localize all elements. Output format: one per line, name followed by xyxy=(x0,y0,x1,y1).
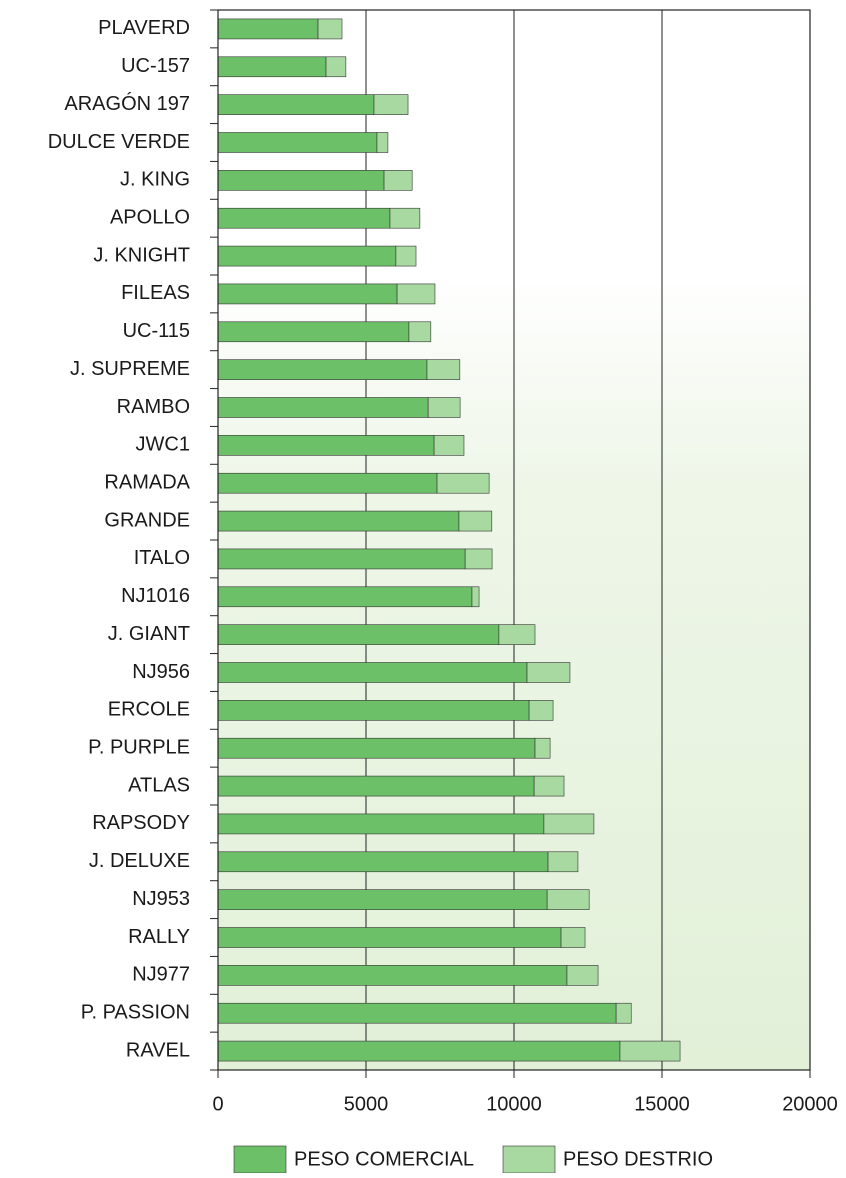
bar-segment xyxy=(616,1003,631,1023)
bar-segment xyxy=(218,738,535,758)
bar-segment xyxy=(218,625,499,645)
y-tick-label: ERCOLE xyxy=(108,699,190,721)
legend-label: PESO COMERCIAL xyxy=(294,1148,474,1170)
bar-segment xyxy=(218,663,527,683)
bar-segment xyxy=(218,246,396,266)
bar-segment xyxy=(437,473,489,493)
bar-segment xyxy=(218,360,427,380)
bar-segment xyxy=(218,170,384,190)
bar-segment xyxy=(548,852,578,872)
bar-segment xyxy=(561,928,585,948)
bar-segment xyxy=(218,284,397,304)
bar-segment xyxy=(472,587,479,607)
y-tick-label: APOLLO xyxy=(110,206,190,228)
y-tick-label: ITALO xyxy=(134,547,190,569)
x-tick-label: 20000 xyxy=(782,1093,838,1115)
y-tick-label: RAVEL xyxy=(126,1039,190,1061)
bar-segment xyxy=(218,322,409,342)
bar-segment xyxy=(384,170,412,190)
y-tick-label: RAMBO xyxy=(117,396,190,418)
bar-segment xyxy=(499,625,535,645)
y-tick-label: J. KNIGHT xyxy=(93,244,190,266)
bar-segment xyxy=(218,133,377,153)
y-tick-label: JWC1 xyxy=(136,434,190,456)
bar-segment xyxy=(459,511,492,531)
bar-segment xyxy=(218,928,561,948)
y-tick-label: P. PURPLE xyxy=(88,736,190,758)
bar-segment xyxy=(567,965,598,985)
bar-segment xyxy=(218,19,318,39)
bar-segment xyxy=(620,1041,680,1061)
bar-segment xyxy=(544,814,594,834)
y-tick-label: NJ956 xyxy=(132,661,190,683)
y-tick-label: UC-157 xyxy=(121,55,190,77)
y-tick-label: NJ953 xyxy=(132,888,190,910)
bar-segment xyxy=(465,549,492,569)
bar-segment xyxy=(409,322,431,342)
bar-segment xyxy=(218,890,547,910)
y-tick-label: J. KING xyxy=(120,169,190,191)
y-tick-label: GRANDE xyxy=(104,509,190,531)
bar-segment xyxy=(218,95,374,115)
legend-label: PESO DESTRIO xyxy=(563,1148,713,1170)
bar-segment xyxy=(397,284,435,304)
bar-segment xyxy=(374,95,408,115)
x-tick-label: 0 xyxy=(212,1093,223,1115)
chart: 0 5000 10000 15000 20000 PLAVERD UC-157 ARAGÓN … xyxy=(0,0,846,1173)
bar-segment xyxy=(427,360,460,380)
y-tick-label: ATLAS xyxy=(128,774,190,796)
bar-segment xyxy=(218,57,326,77)
bar-segment xyxy=(318,19,342,39)
bar-segment xyxy=(218,398,428,418)
y-tick-label: RAPSODY xyxy=(92,812,190,834)
legend-swatch xyxy=(503,1146,555,1173)
y-tick-label: RALLY xyxy=(128,926,190,948)
legend-swatch xyxy=(234,1146,286,1173)
x-tick-label: 5000 xyxy=(344,1093,389,1115)
bar-segment xyxy=(218,549,465,569)
y-tick-label: J. DELUXE xyxy=(89,850,190,872)
bar-segment xyxy=(529,700,553,720)
bar-segment xyxy=(218,852,548,872)
bar-segment xyxy=(218,473,437,493)
y-tick-label: RAMADA xyxy=(104,471,190,493)
bar-segment xyxy=(218,1003,616,1023)
bar-segment xyxy=(390,208,420,228)
bar-segment xyxy=(218,776,534,796)
bar-segment xyxy=(434,435,464,455)
bar-segment xyxy=(377,133,388,153)
bar-segment xyxy=(218,587,472,607)
x-tick-label: 15000 xyxy=(634,1093,690,1115)
y-tick-label: DULCE VERDE xyxy=(48,131,190,153)
bar-segment xyxy=(218,208,390,228)
bar-segment xyxy=(535,738,550,758)
bar-segment xyxy=(218,814,544,834)
bar-segment xyxy=(527,663,570,683)
y-tick-label: J. SUPREME xyxy=(70,358,190,380)
y-tick-label: NJ977 xyxy=(132,964,190,986)
y-tick-label: UC-115 xyxy=(123,320,190,342)
y-tick-label: PLAVERD xyxy=(98,17,190,39)
y-tick-label: ARAGÓN 197 xyxy=(64,92,190,115)
bar-segment xyxy=(218,435,434,455)
bar-segment xyxy=(534,776,564,796)
bar-segment xyxy=(396,246,416,266)
x-tick-label: 10000 xyxy=(486,1093,542,1115)
bar-segment xyxy=(326,57,346,77)
y-tick-label: NJ1016 xyxy=(121,585,190,607)
bar-segment xyxy=(218,1041,620,1061)
bar-segment xyxy=(547,890,589,910)
y-tick-label: FILEAS xyxy=(121,282,190,304)
bar-segment xyxy=(218,511,459,531)
bar-segment xyxy=(428,398,460,418)
bar-segment xyxy=(218,965,567,985)
bar-segment xyxy=(218,700,529,720)
y-tick-label: P. PASSION xyxy=(81,1001,190,1023)
y-tick-label: J. GIANT xyxy=(108,623,190,645)
